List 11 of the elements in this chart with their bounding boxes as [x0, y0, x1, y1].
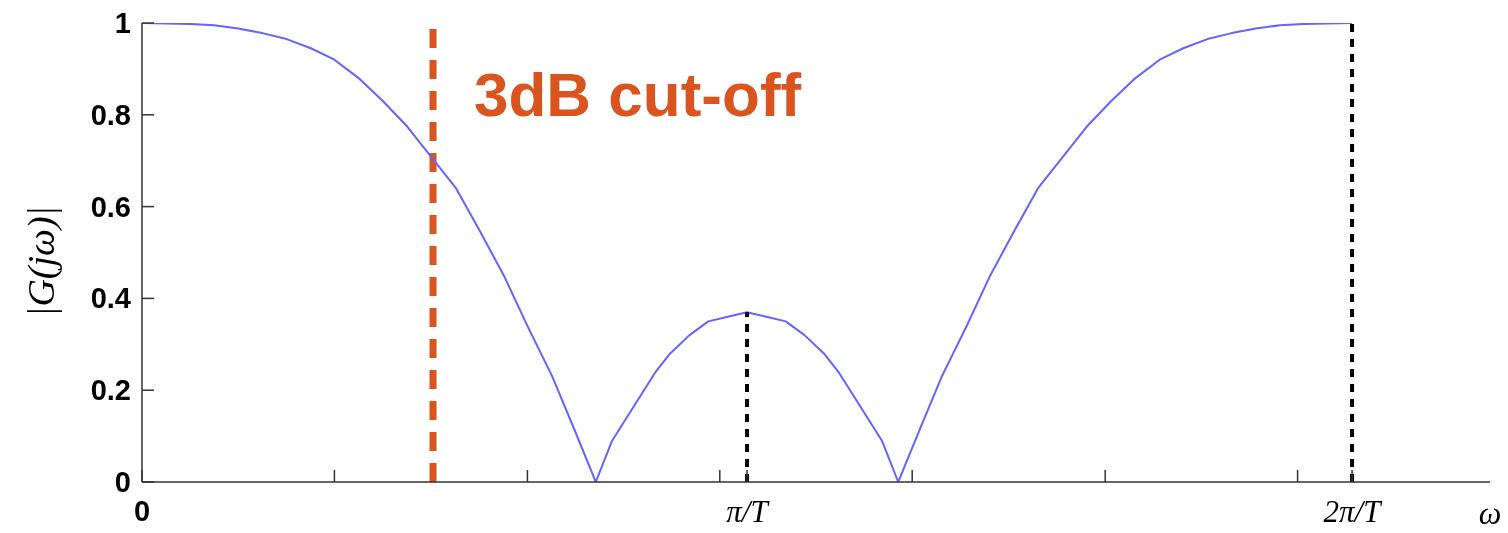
y-tick-label: 0.4: [90, 282, 131, 315]
ref-line-label: 3dB cut-off: [474, 60, 802, 129]
x-tick-label: 2π/T: [1323, 494, 1384, 529]
y-tick-label: 0.6: [90, 190, 131, 223]
x-axis-title: ω: [1478, 495, 1502, 531]
y-tick-label: 0.8: [90, 98, 131, 131]
y-axis-title: |G(jω)|: [20, 205, 63, 318]
y-tick-label: 0: [114, 466, 131, 498]
x-tick-label: π/T: [726, 494, 771, 529]
y-tick-label: 0.2: [90, 374, 131, 407]
y-tick-label: 1: [114, 7, 131, 39]
